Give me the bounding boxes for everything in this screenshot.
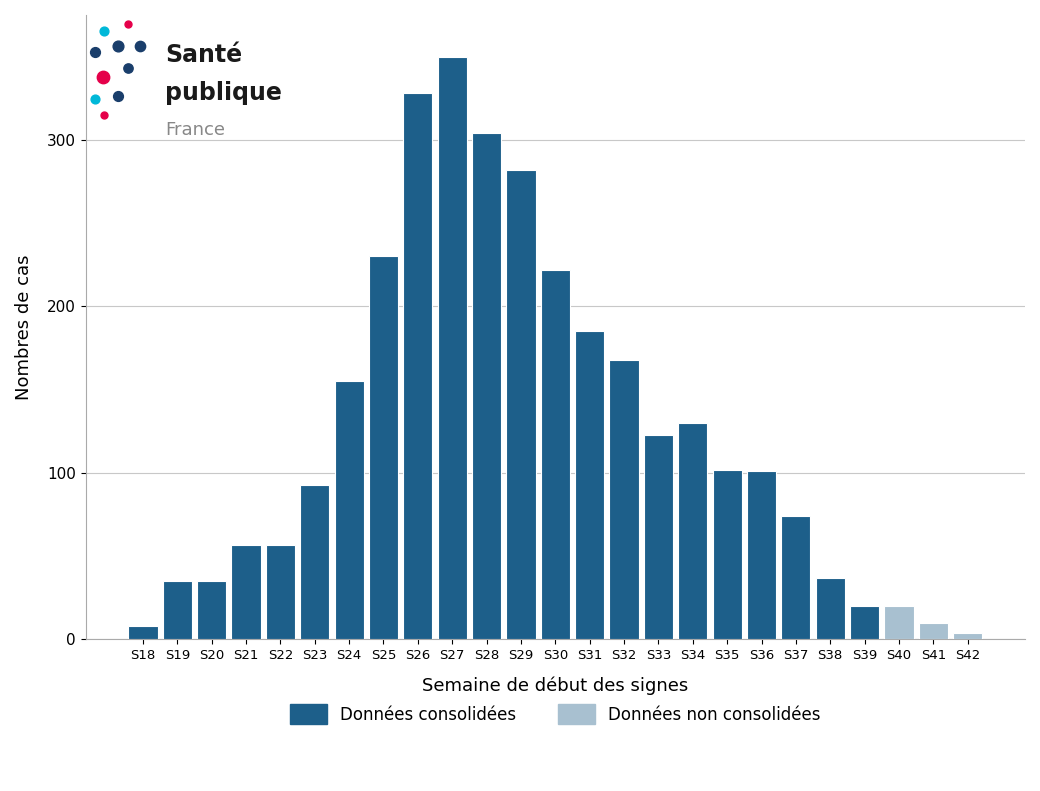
Bar [815,577,844,639]
Bar [747,471,776,639]
Text: Santé: Santé [165,43,242,67]
Bar [438,57,467,639]
Text: France: France [165,121,226,139]
Bar [266,544,295,639]
Bar [678,423,707,639]
Bar [918,623,947,639]
Y-axis label: Nombres de cas: Nombres de cas [15,255,33,400]
Bar [162,581,192,639]
Bar [472,133,501,639]
Bar [506,170,536,639]
Bar [301,485,330,639]
Bar [884,606,913,639]
Bar [335,381,364,639]
Bar [575,331,604,639]
Legend: Données consolidées, Données non consolidées: Données consolidées, Données non consoli… [284,698,827,731]
Bar [369,256,398,639]
Bar [232,544,261,639]
Bar [781,517,810,639]
Bar [850,606,879,639]
Text: publique: publique [165,81,282,104]
Bar [404,93,433,639]
Bar [609,360,639,639]
Bar [128,626,157,639]
Bar [541,270,570,639]
Bar [712,470,742,639]
Bar [953,633,983,639]
Bar [644,434,673,639]
Bar [197,581,227,639]
X-axis label: Semaine de début des signes: Semaine de début des signes [422,676,688,694]
